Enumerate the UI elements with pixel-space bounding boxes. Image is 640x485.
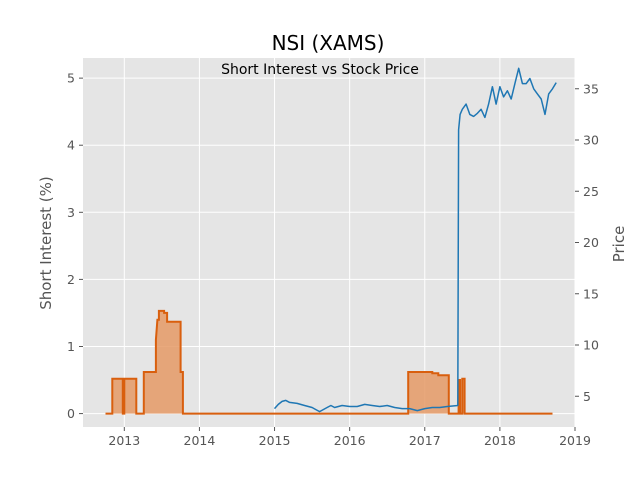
short-interest-line	[105, 309, 553, 415]
x-tick-label: 2016	[334, 433, 366, 448]
x-tick-label: 2014	[184, 433, 216, 448]
y-right-tick-label: 35	[583, 81, 599, 96]
y-axis-label-left: Short Interest (%)	[37, 176, 55, 310]
y-right-tick-label: 15	[583, 286, 599, 301]
y-right-tick-label: 20	[583, 235, 599, 250]
short-interest-area	[105, 310, 553, 414]
y-right-tick-label: 5	[583, 389, 591, 404]
y-right-tick-label: 10	[583, 338, 599, 353]
y-left-tick-label: 1	[67, 339, 75, 354]
price-line	[273, 67, 557, 413]
y-left-tick-label: 2	[67, 272, 75, 287]
x-tick-label: 2015	[259, 433, 291, 448]
y-left-tick-label: 5	[67, 71, 75, 86]
x-tick-label: 2019	[559, 433, 591, 448]
y-left-tick-label: 3	[67, 205, 75, 220]
y-left-tick-label: 0	[67, 406, 75, 421]
chart-subtitle: Short Interest vs Stock Price	[221, 62, 419, 78]
x-tick-label: 2018	[484, 433, 516, 448]
y-left-tick-label: 4	[67, 138, 75, 153]
chart-title: NSI (XAMS)	[272, 31, 385, 55]
y-right-tick-label: 25	[583, 184, 599, 199]
y-right-tick-label: 30	[583, 133, 599, 148]
x-tick-label: 2017	[409, 433, 441, 448]
x-tick-label: 2013	[108, 433, 140, 448]
y-axis-label-right: Price	[610, 226, 628, 263]
